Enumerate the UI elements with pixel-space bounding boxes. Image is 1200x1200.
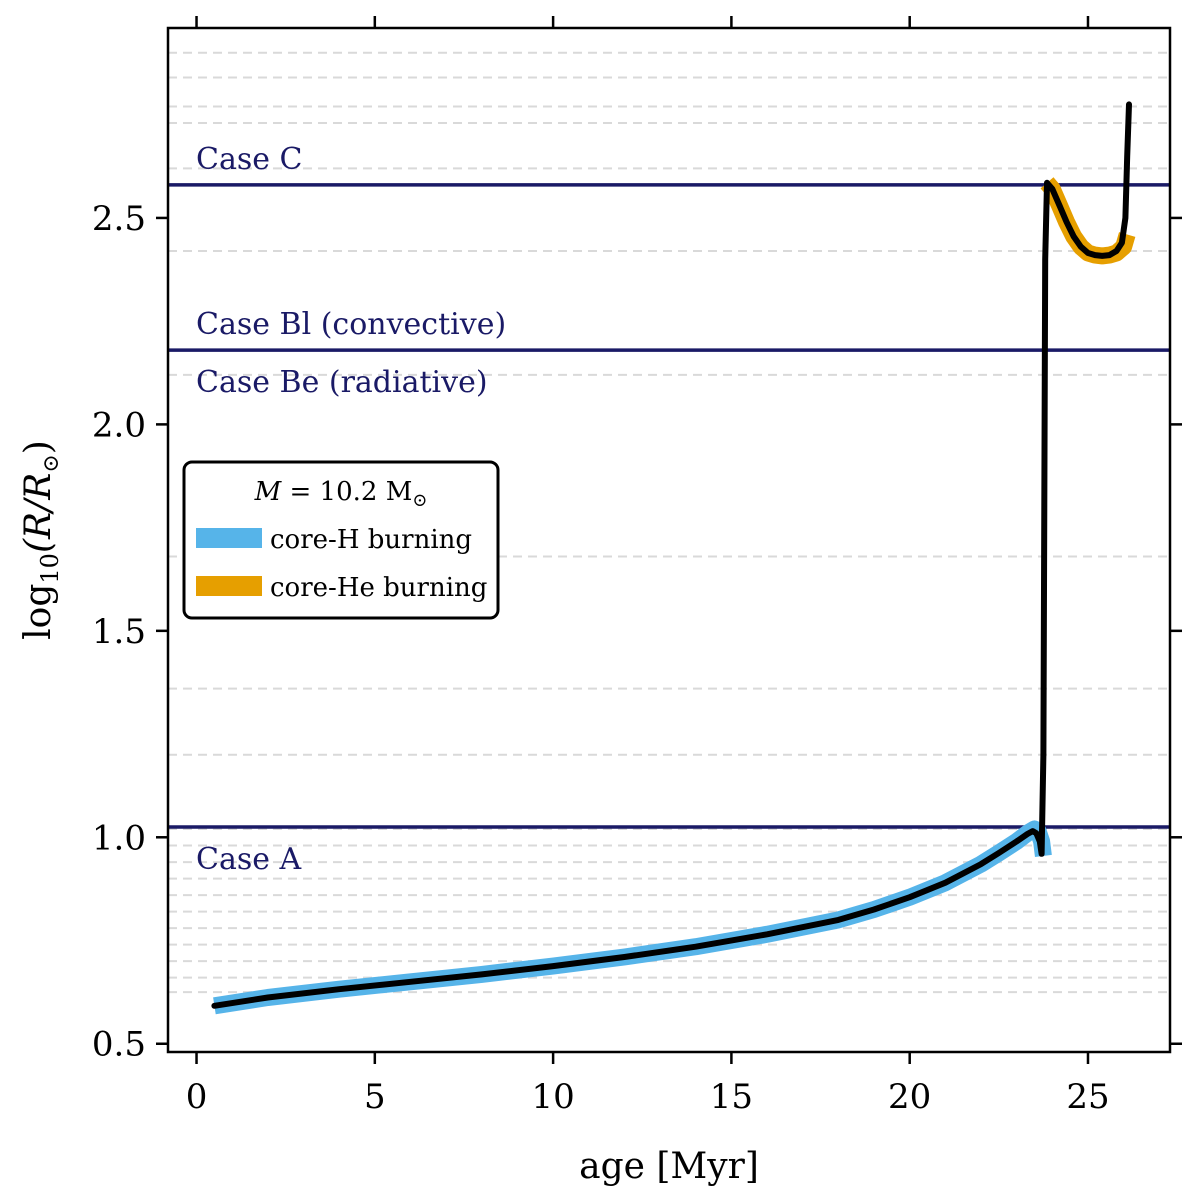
legend-title: M = 10.2 M⊙ (254, 477, 428, 511)
series-core-he-burning (1040, 177, 1136, 265)
tick-labels: 0 5 10 15 20 25 0.5 1.0 1.5 2.0 2.5 (92, 199, 1110, 1117)
x-tick-label-3: 15 (710, 1077, 753, 1117)
legend: M = 10.2 M⊙ core-H burning core-He burni… (182, 460, 500, 620)
y-axis-title: log10(R/R⊙) (18, 440, 64, 640)
y-tick-label-2: 1.5 (92, 612, 146, 652)
x-tick-label-2: 10 (531, 1077, 574, 1117)
series-track (211, 101, 1132, 1009)
y-axis-title-log: log (18, 584, 59, 640)
y-tick-label-4: 2.5 (92, 199, 146, 239)
x-tick-label-0: 0 (186, 1077, 208, 1117)
axis-ticks (156, 16, 1182, 1064)
series-core-h-burning (213, 820, 1052, 1015)
y-axis-title-close: ) (18, 440, 59, 454)
series-lines (211, 101, 1136, 1015)
case-a-label: Case A (196, 842, 302, 877)
grid-lines (168, 51, 1170, 994)
x-axis-title: age [Myr] (579, 1146, 759, 1187)
y-axis-title-body: (R/R (18, 473, 59, 553)
legend-title-symbol: M (254, 477, 283, 507)
legend-box (182, 460, 500, 620)
y-axis-title-sun: ⊙ (39, 454, 64, 472)
legend-entry-core-h: core-H burning (270, 525, 472, 555)
y-tick-label-3: 2.0 (92, 405, 146, 445)
legend-title-value: = 10.2 M (281, 477, 412, 507)
legend-title-sun: ⊙ (412, 490, 427, 511)
case-c-label: Case C (196, 142, 302, 177)
legend-swatch-core-h (196, 528, 262, 548)
y-tick-label-0: 0.5 (92, 1025, 146, 1065)
case-lines: Case C Case Bl (convective) Case Be (radia… (168, 142, 1170, 877)
x-tick-label-5: 25 (1066, 1077, 1109, 1117)
legend-entry-core-he: core-He burning (270, 573, 487, 603)
y-axis-title-sub: 10 (36, 553, 64, 584)
x-tick-label-4: 20 (888, 1077, 931, 1117)
plot-frame (166, 26, 1172, 1054)
y-tick-label-1: 1.0 (92, 818, 146, 858)
x-tick-label-1: 5 (364, 1077, 386, 1117)
case-be-label: Case Be (radiative) (196, 365, 488, 400)
legend-swatch-core-he (196, 576, 262, 596)
case-bl-label: Case Bl (convective) (196, 307, 506, 342)
